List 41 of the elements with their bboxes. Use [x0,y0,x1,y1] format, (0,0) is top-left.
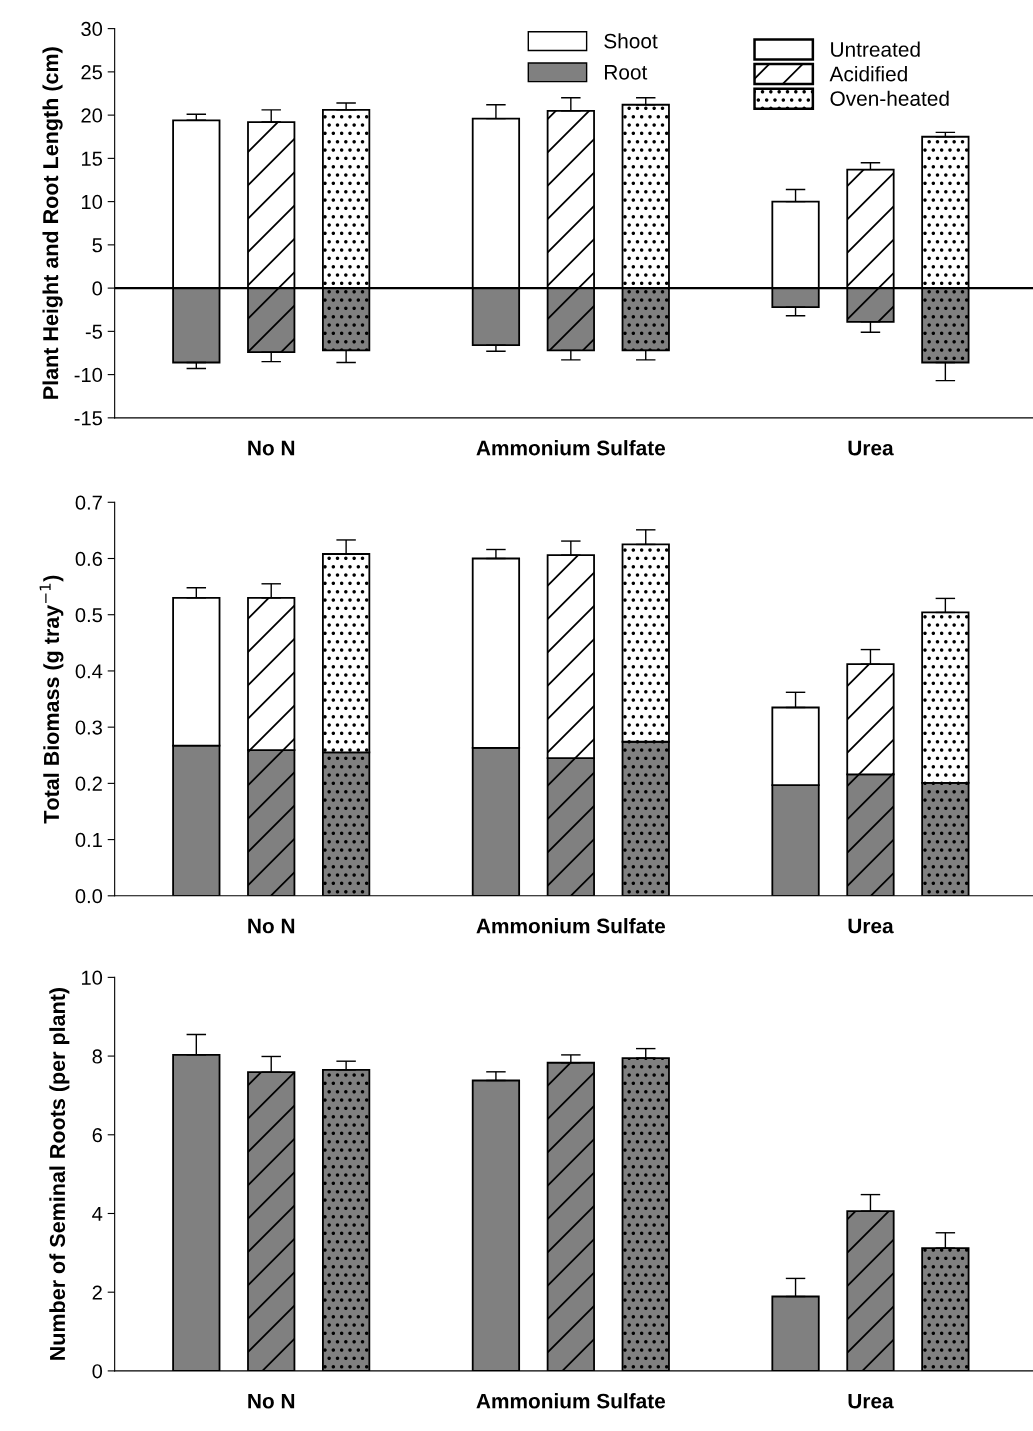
y-tick-label: 0.2 [75,776,102,791]
y-tick-label: 10 [81,970,103,985]
legend-label: Shoot [604,33,658,49]
y-axis-title: Plant Height and Root Length (cm) [42,47,63,399]
legend-label: Root [605,65,648,80]
y-tick-label: 0.0 [75,889,103,904]
annotation: Acidified [829,66,907,82]
y-tick-label: -5 [85,324,103,339]
y-tick-label: 0.6 [75,551,102,566]
y-tick-label: 0.7 [75,495,102,510]
y-tick-label: 0.3 [75,720,102,735]
y-tick-label: 0.4 [75,664,103,679]
x-tick-label: Urea [848,918,894,934]
annotation: Untreated [831,41,920,57]
y-tick-label: 5 [92,238,103,253]
x-tick-label: Ammonium Sulfate [476,440,666,456]
x-tick-label: No N [248,918,295,934]
y-tick-label: 0 [92,281,103,296]
y-tick-label: 25 [81,65,103,80]
y-tick-label: 30 [81,21,103,37]
y-tick-label: 6 [92,1128,102,1143]
y-tick-label: 8 [92,1049,102,1064]
y-tick-label: 10 [81,194,103,210]
y-tick-label: 15 [81,151,103,166]
x-tick-label: No N [248,1393,295,1409]
y-tick-label: 20 [81,108,103,123]
y-axis-title: Total Biomass (g tray$^{−1}$) [39,575,64,824]
y-tick-label: -15 [74,411,103,426]
y-tick-label: 4 [92,1206,103,1221]
annotation: Oven-heated [830,90,949,106]
x-tick-label: Ammonium Sulfate [476,918,666,934]
x-tick-label: Urea [848,1393,894,1409]
x-tick-label: Ammonium Sulfate [476,1393,666,1409]
x-tick-label: Urea [848,440,894,456]
x-tick-label: No N [248,440,295,456]
y-axis-title: Number of Seminal Roots (per plant) [49,988,70,1360]
y-tick-label: -10 [74,367,103,383]
y-tick-label: 2 [92,1285,102,1300]
y-tick-label: 0.1 [75,832,102,848]
y-tick-label: 0.5 [75,607,103,623]
y-tick-label: 0 [92,1364,103,1379]
